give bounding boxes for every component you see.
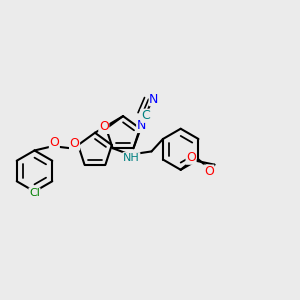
Text: NH: NH — [123, 153, 140, 163]
Text: O: O — [99, 120, 109, 134]
Text: N: N — [149, 93, 159, 106]
Text: O: O — [186, 151, 196, 164]
Text: C: C — [141, 109, 150, 122]
Text: O: O — [204, 165, 214, 178]
Text: N: N — [137, 119, 146, 133]
Text: Cl: Cl — [29, 188, 40, 198]
Text: O: O — [70, 137, 80, 150]
Text: O: O — [50, 136, 59, 149]
